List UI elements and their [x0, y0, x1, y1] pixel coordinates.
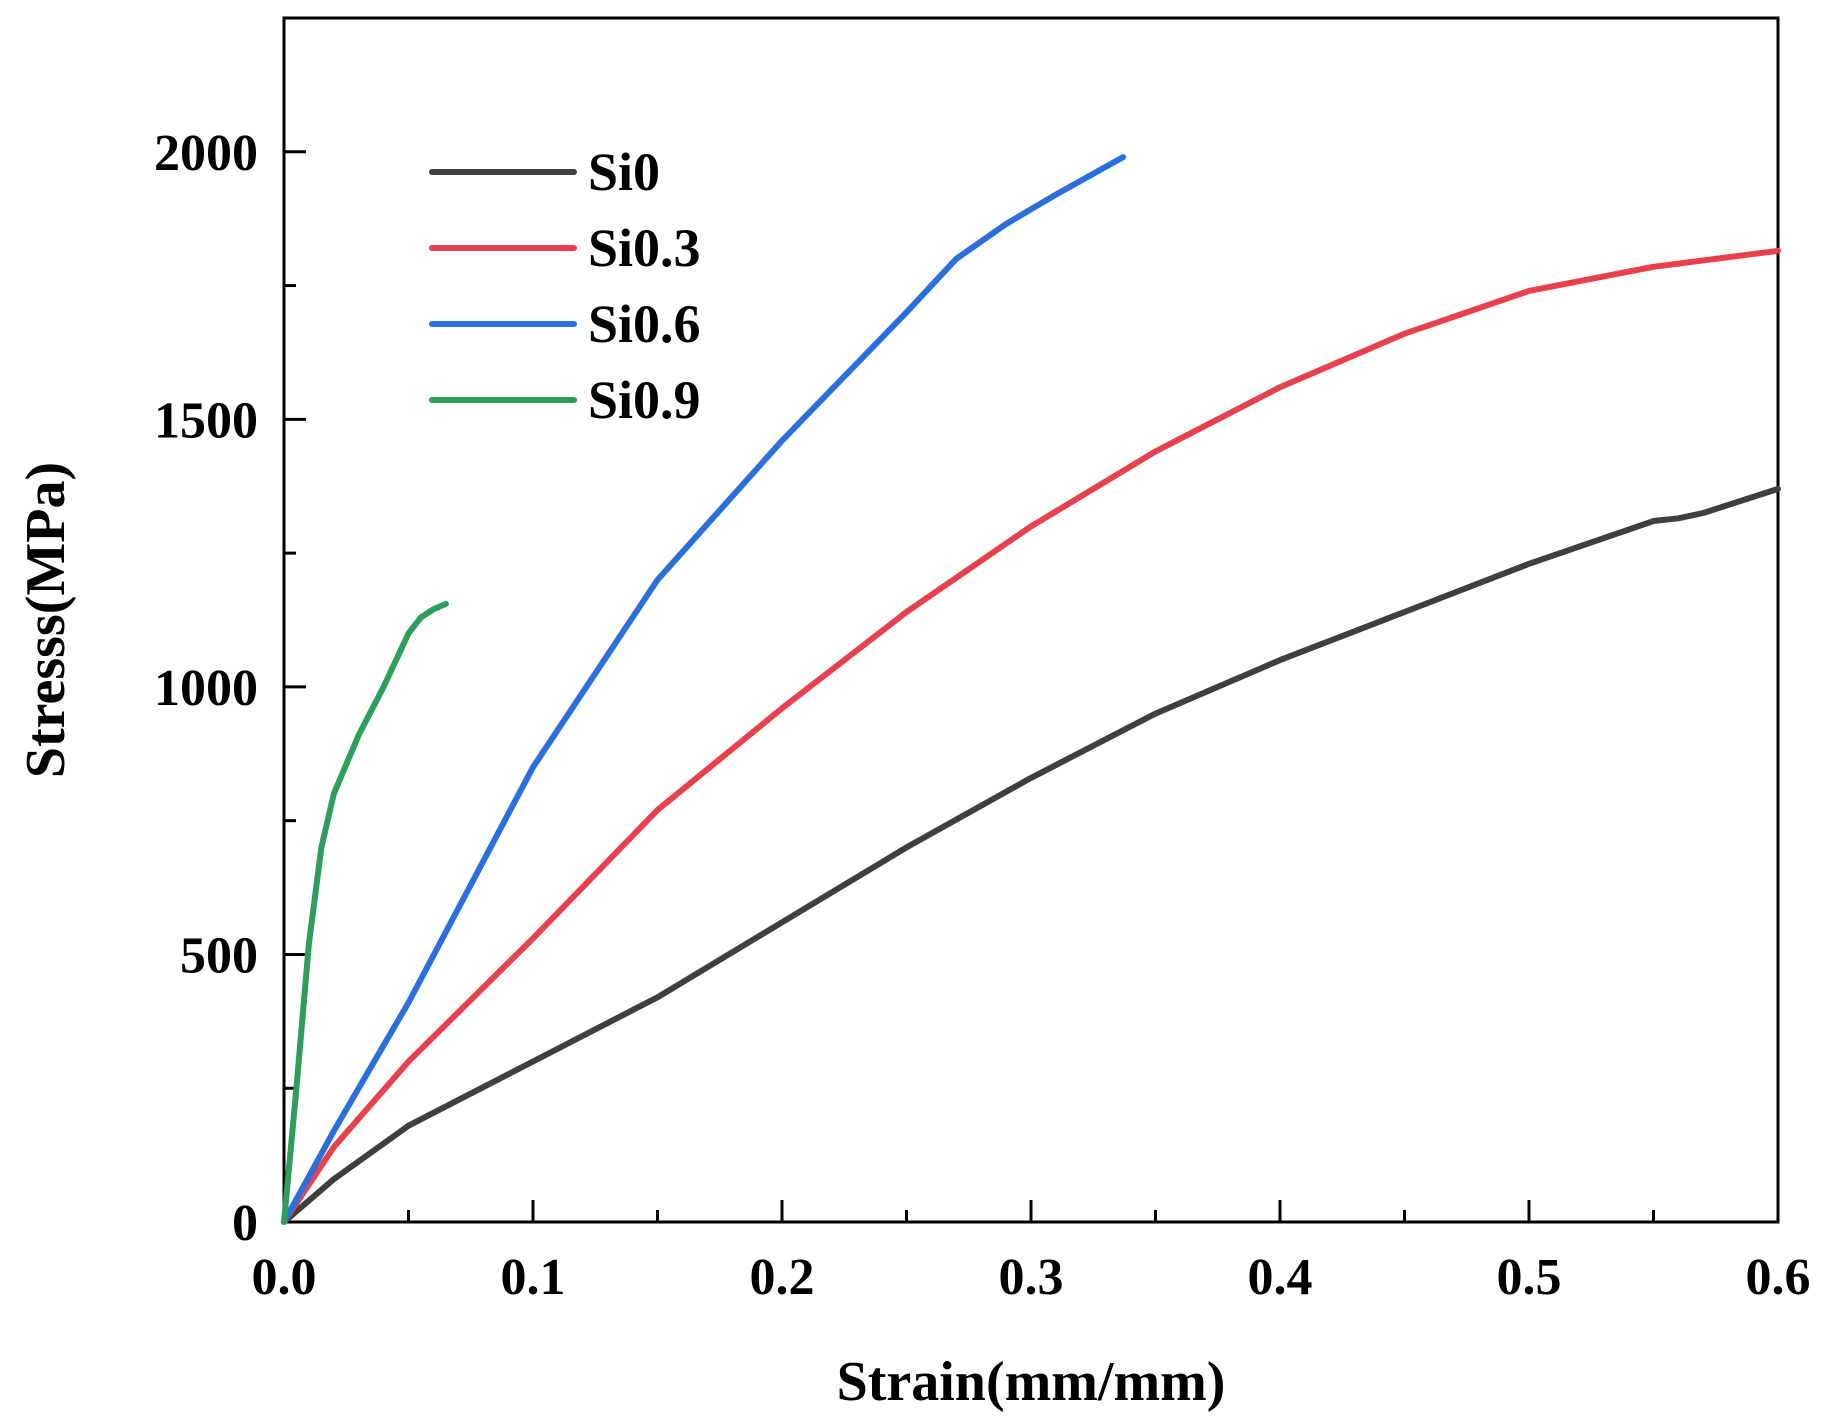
y-tick-label: 500: [180, 927, 258, 984]
x-axis-ticks: 0.0 0.1 0.2 0.3 0.4 0.5 0.6: [252, 1200, 1811, 1306]
legend: Si0 Si0.3 Si0.6 Si0.9: [429, 142, 701, 430]
y-axis-ticks: 0 500 1000 1500 2000: [154, 125, 306, 1252]
legend-label-2: Si0.6: [588, 294, 701, 354]
x-tick-label: 0.5: [1497, 1249, 1562, 1306]
series-line-2: [281, 154, 1127, 1225]
x-tick-label: 0.0: [252, 1249, 317, 1306]
series-line-0: [281, 485, 1781, 1225]
series-line-1: [281, 247, 1781, 1225]
legend-label-1: Si0.3: [588, 218, 701, 278]
series-lines: [281, 154, 1781, 1225]
y-tick-label: 1500: [154, 392, 258, 449]
x-tick-label: 0.1: [501, 1249, 566, 1306]
y-axis-title: Stresss(MPa): [15, 462, 77, 778]
series-line-3: [281, 600, 449, 1225]
x-tick-label: 0.4: [1248, 1249, 1313, 1306]
y-tick-label: 1000: [154, 660, 258, 717]
x-tick-label: 0.3: [999, 1249, 1064, 1306]
x-tick-label: 0.2: [750, 1249, 815, 1306]
y-tick-label: 0: [232, 1195, 258, 1252]
legend-label-0: Si0: [588, 142, 660, 202]
y-tick-label: 2000: [154, 125, 258, 182]
x-axis-title: Strain(mm/mm): [837, 1351, 1226, 1413]
x-tick-label: 0.6: [1746, 1249, 1811, 1306]
plot-frame: [282, 16, 1780, 1224]
legend-label-3: Si0.9: [588, 370, 701, 430]
